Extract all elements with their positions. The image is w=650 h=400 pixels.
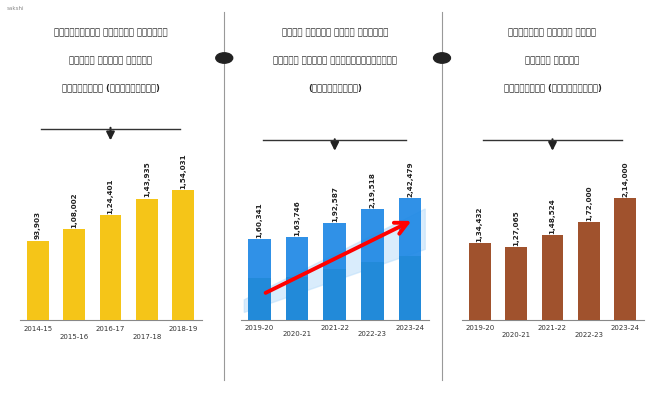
- Bar: [136, 198, 158, 320]
- Text: 93,903: 93,903: [34, 212, 41, 240]
- Bar: [614, 198, 636, 320]
- Bar: [27, 241, 49, 320]
- Text: 2020-21: 2020-21: [502, 332, 530, 338]
- Text: (రూపాయల్లో): (రూపాయల్లో): [308, 83, 361, 92]
- Text: 1,48,524: 1,48,524: [549, 198, 556, 234]
- Text: 1,08,002: 1,08,002: [71, 192, 77, 228]
- Text: 2,42,479: 2,42,479: [407, 161, 413, 197]
- Bar: [324, 223, 346, 320]
- Bar: [469, 243, 491, 320]
- Text: 2014-15: 2014-15: [23, 326, 52, 332]
- Text: 2019-20: 2019-20: [245, 324, 274, 330]
- Bar: [578, 222, 600, 320]
- Text: వదేళ్లో జాతీయ సగటు: వదేళ్లో జాతీయ సగటు: [508, 29, 597, 38]
- Text: 1,34,432: 1,34,432: [476, 206, 483, 242]
- Text: 2017-18: 2017-18: [132, 334, 162, 340]
- Bar: [541, 235, 564, 320]
- Polygon shape: [244, 209, 425, 312]
- Text: 1,63,746: 1,63,746: [294, 201, 300, 236]
- Bar: [99, 215, 122, 320]
- Text: 2015-16: 2015-16: [60, 334, 88, 340]
- Text: 2023-24: 2023-24: [611, 325, 640, 331]
- Bar: [286, 277, 308, 320]
- Text: పెరుగుదల (రూపాయల్లో): పెరుగుదల (రూపాయల్లో): [62, 83, 159, 92]
- Text: 1,43,935: 1,43,935: [144, 162, 150, 197]
- Text: 2019-20: 2019-20: [465, 325, 494, 331]
- Bar: [286, 237, 308, 320]
- Bar: [324, 270, 346, 320]
- Text: రాష్ట తలసరి ఆదాయంపెరుగుదల: రాష్ట తలసరి ఆదాయంపెరుగుదల: [273, 56, 396, 65]
- Bar: [63, 229, 85, 320]
- Text: చంద్రబాబు వదేక్ష పాలనలో: చంద్రబాబు వదేక్ష పాలనలో: [54, 29, 167, 38]
- Text: 1,92,587: 1,92,587: [332, 186, 338, 222]
- Text: 2016-17: 2016-17: [96, 326, 125, 332]
- Text: 2022-23: 2022-23: [358, 330, 387, 336]
- Bar: [248, 239, 270, 320]
- Text: 2021-22: 2021-22: [320, 324, 349, 330]
- Text: 2,14,000: 2,14,000: [622, 161, 629, 196]
- Text: 1,24,401: 1,24,401: [107, 178, 114, 214]
- Text: 1,27,065: 1,27,065: [513, 210, 519, 246]
- Bar: [361, 209, 384, 320]
- Text: 1,72,000: 1,72,000: [586, 185, 592, 220]
- Text: 1,60,341: 1,60,341: [256, 202, 263, 238]
- Text: 2021-22: 2021-22: [538, 325, 567, 331]
- Text: రాష్ట తలసరి ఆదాయం: రాష్ట తలసరి ఆదాయం: [69, 56, 152, 65]
- Text: 2023-24: 2023-24: [396, 324, 424, 330]
- Bar: [399, 256, 421, 320]
- Bar: [172, 190, 194, 320]
- Text: 2022-23: 2022-23: [575, 332, 603, 338]
- Bar: [248, 278, 270, 320]
- Text: 2,19,518: 2,19,518: [369, 172, 376, 208]
- Bar: [505, 247, 527, 320]
- Text: 1,54,031: 1,54,031: [180, 153, 187, 189]
- Text: sakshi: sakshi: [6, 6, 24, 11]
- Text: సీఎం వైయస్ జగన్ పాలనలో: సీఎం వైయస్ జగన్ పాలనలో: [281, 29, 388, 38]
- Bar: [361, 262, 384, 320]
- Text: 2018-19: 2018-19: [168, 326, 198, 332]
- Text: 2020-21: 2020-21: [283, 330, 311, 336]
- Text: తలసరి ఆదాయం: తలసరి ఆదాయం: [525, 56, 580, 65]
- Text: పెరుగుదల (రూపాయల్లో): పెరుగుదల (రూపాయల్లో): [504, 83, 601, 92]
- Bar: [399, 198, 421, 320]
